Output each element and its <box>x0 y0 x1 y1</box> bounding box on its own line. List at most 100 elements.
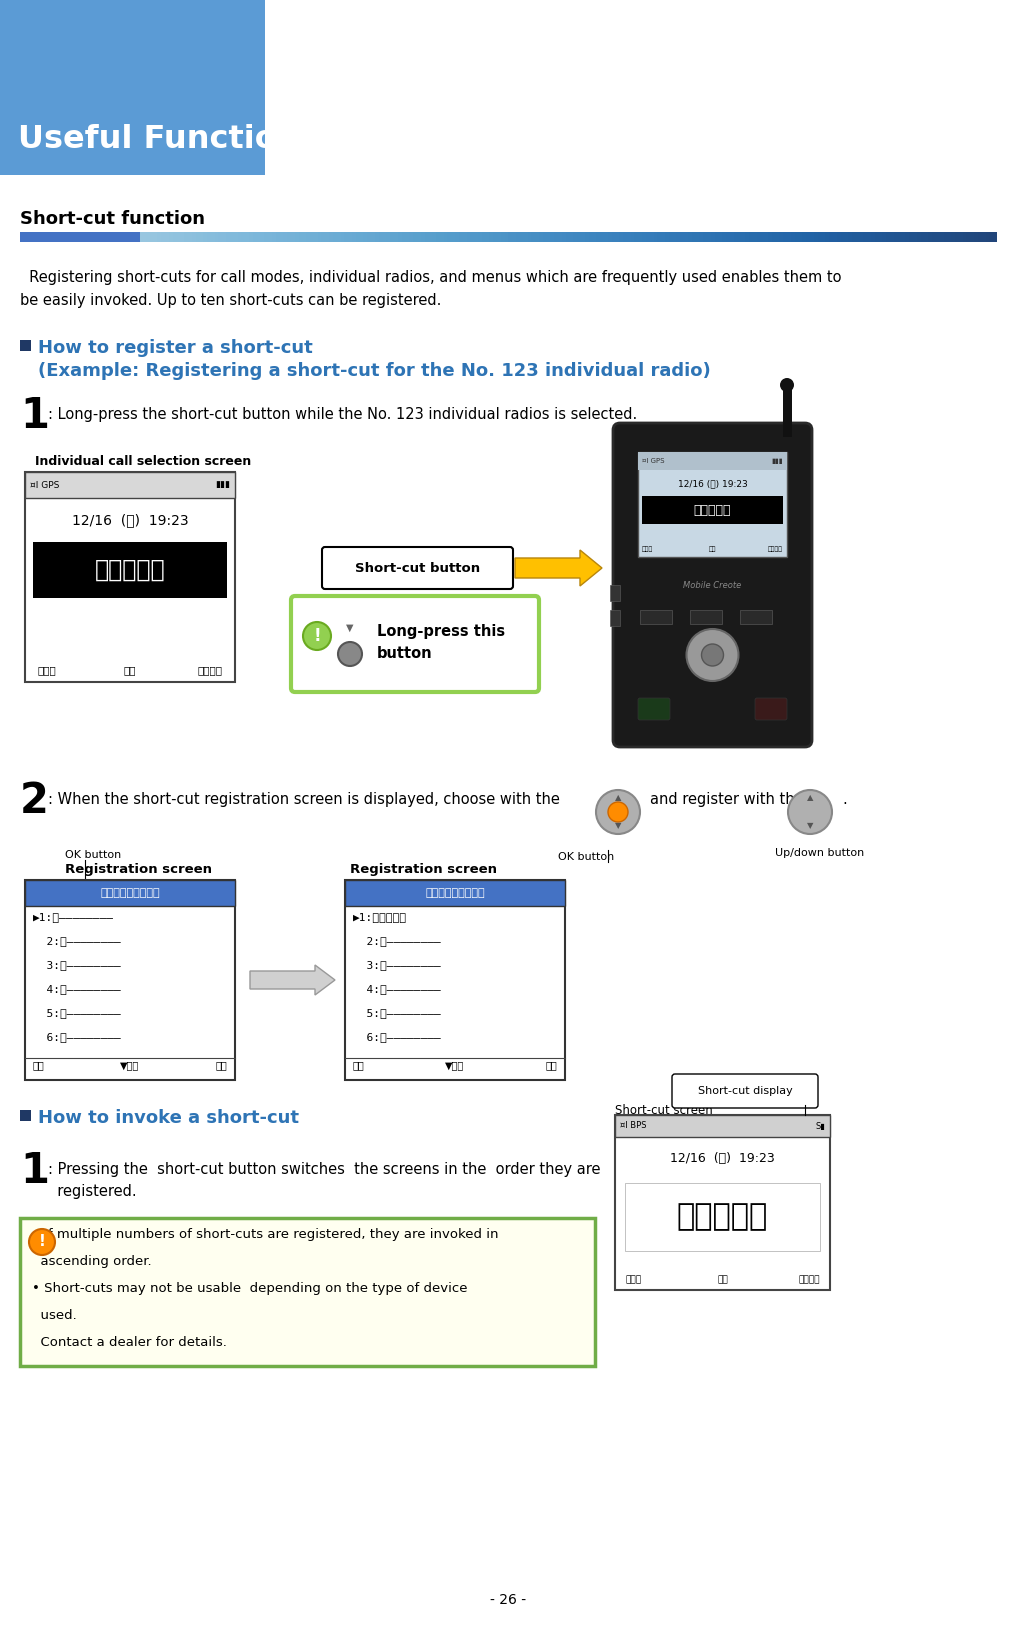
Text: used.: used. <box>32 1310 76 1323</box>
Text: 6:　――――――――: 6: ―――――――― <box>33 1032 121 1042</box>
Text: モード: モード <box>37 665 56 674</box>
Text: 2:　――――――――: 2: ―――――――― <box>353 936 440 946</box>
Text: 2: 2 <box>20 780 49 822</box>
Text: Short-cut button: Short-cut button <box>355 562 480 575</box>
Bar <box>638 452 787 470</box>
Bar <box>610 609 620 626</box>
Text: ▲: ▲ <box>614 793 621 803</box>
Text: 消去: 消去 <box>545 1060 557 1069</box>
Text: 戻る: 戻る <box>33 1060 45 1069</box>
Bar <box>610 585 620 601</box>
Text: Contact a dealer for details.: Contact a dealer for details. <box>32 1336 227 1349</box>
FancyBboxPatch shape <box>322 548 513 588</box>
Text: ▼: ▼ <box>614 822 621 830</box>
Text: Mobile Creote: Mobile Creote <box>683 580 741 590</box>
Bar <box>25 471 235 682</box>
Bar <box>25 881 235 907</box>
Text: 強制: 強制 <box>717 1276 728 1284</box>
Text: : Long-press the short-cut button while the No. 123 individual radios is selecte: : Long-press the short-cut button while … <box>48 406 638 422</box>
Circle shape <box>788 790 832 834</box>
Text: ▼: ▼ <box>806 822 814 830</box>
Text: ¤l GPS: ¤l GPS <box>29 481 59 489</box>
Text: 個別１２３: 個別１２３ <box>95 557 166 582</box>
Text: 12/16  (火)  19:23: 12/16 (火) 19:23 <box>670 1152 775 1165</box>
Text: 3:　――――――――: 3: ―――――――― <box>33 960 121 970</box>
Text: ▲: ▲ <box>806 793 814 803</box>
Circle shape <box>780 379 794 392</box>
Text: 1: 1 <box>20 395 49 437</box>
Text: 3:　――――――――: 3: ―――――――― <box>353 960 440 970</box>
Text: Short-cut screen: Short-cut screen <box>615 1103 713 1116</box>
Circle shape <box>29 1228 55 1254</box>
FancyBboxPatch shape <box>672 1074 818 1108</box>
Text: 5:　――――――――: 5: ―――――――― <box>353 1008 440 1017</box>
Text: Useful Functions: Useful Functions <box>18 125 318 156</box>
Text: Short-cut function: Short-cut function <box>20 210 205 228</box>
Text: メニュー: メニュー <box>198 665 223 674</box>
Text: Registration screen: Registration screen <box>350 863 497 876</box>
Bar <box>638 452 787 557</box>
Text: • If multiple numbers of short-cuts are registered, they are invoked in: • If multiple numbers of short-cuts are … <box>32 1228 498 1242</box>
FancyBboxPatch shape <box>638 699 670 720</box>
Text: 5:　――――――――: 5: ―――――――― <box>33 1008 121 1017</box>
Text: Registration screen: Registration screen <box>65 863 212 876</box>
Text: .: . <box>842 791 847 808</box>
Text: 強制: 強制 <box>124 665 136 674</box>
Text: ショートカット設定: ショートカット設定 <box>425 887 485 899</box>
Circle shape <box>702 644 723 666</box>
FancyBboxPatch shape <box>613 422 812 748</box>
Text: 4:　――――――――: 4: ―――――――― <box>33 985 121 994</box>
Bar <box>690 609 722 624</box>
Text: 2:　――――――――: 2: ―――――――― <box>33 936 121 946</box>
Text: OK button: OK button <box>65 850 121 860</box>
FancyBboxPatch shape <box>755 699 787 720</box>
Text: ▼登録: ▼登録 <box>445 1060 465 1069</box>
Text: !: ! <box>39 1235 46 1250</box>
Text: Short-cut display: Short-cut display <box>698 1086 792 1095</box>
Text: S▮: S▮ <box>815 1121 825 1131</box>
Text: Registering short-cuts for call modes, individual radios, and menus which are fr: Registering short-cuts for call modes, i… <box>20 270 841 284</box>
Text: ▮▮▮: ▮▮▮ <box>771 458 783 465</box>
FancyArrow shape <box>250 965 335 994</box>
Text: ▼: ▼ <box>346 622 354 634</box>
FancyArrow shape <box>515 549 602 587</box>
Text: 6:　――――――――: 6: ―――――――― <box>353 1032 440 1042</box>
Text: 消去: 消去 <box>216 1060 227 1069</box>
Bar <box>20 1110 31 1121</box>
Circle shape <box>596 790 640 834</box>
Circle shape <box>303 622 331 650</box>
FancyBboxPatch shape <box>291 596 539 692</box>
Text: How to register a short-cut: How to register a short-cut <box>38 340 313 358</box>
Bar <box>25 471 235 497</box>
Text: (Example: Registering a short-cut for the No. 123 individual radio): (Example: Registering a short-cut for th… <box>38 362 711 380</box>
Text: メニュー: メニュー <box>798 1276 820 1284</box>
Bar <box>783 385 792 437</box>
Text: : Pressing the  short-cut button switches  the screens in the  order they are: : Pressing the short-cut button switches… <box>48 1162 600 1176</box>
Text: registered.: registered. <box>48 1185 136 1199</box>
Text: モード: モード <box>642 546 653 552</box>
Bar <box>345 881 565 907</box>
Bar <box>640 609 672 624</box>
Text: button: button <box>377 647 432 661</box>
Bar <box>0 0 265 176</box>
Text: ¤l BPS: ¤l BPS <box>620 1121 647 1131</box>
Text: How to invoke a short-cut: How to invoke a short-cut <box>38 1108 299 1128</box>
Text: ¤l GPS: ¤l GPS <box>642 458 664 465</box>
Bar <box>20 232 140 242</box>
Text: 強制: 強制 <box>709 546 716 552</box>
Bar <box>345 881 565 1081</box>
Text: ショートカット設定: ショートカット設定 <box>101 887 160 899</box>
Text: Individual call selection screen: Individual call selection screen <box>35 455 251 468</box>
Bar <box>740 609 772 624</box>
Text: • Short-cuts may not be usable  depending on the type of device: • Short-cuts may not be usable depending… <box>32 1282 468 1295</box>
Text: メニュー: メニュー <box>768 546 783 552</box>
Text: 1: 1 <box>20 1150 49 1193</box>
Text: Long-press this: Long-press this <box>377 624 505 639</box>
Text: : When the short-cut registration screen is displayed, choose with the: : When the short-cut registration screen… <box>48 791 560 808</box>
Bar <box>20 340 31 351</box>
Bar <box>20 1219 595 1367</box>
Text: ▶1:個別１２３: ▶1:個別１２３ <box>353 912 407 921</box>
Bar <box>615 1115 830 1137</box>
Text: !: ! <box>313 627 320 645</box>
Bar <box>625 1183 820 1251</box>
